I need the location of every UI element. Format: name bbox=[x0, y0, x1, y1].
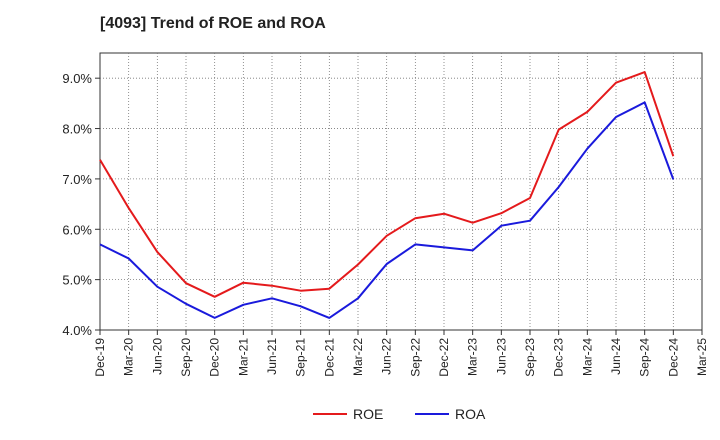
x-tick-label: Mar-20 bbox=[122, 338, 136, 376]
x-tick-label: Sep-23 bbox=[523, 338, 537, 377]
y-axis-ticks: 4.0% 5.0% 6.0% 7.0% 8.0% 9.0% bbox=[62, 71, 100, 338]
x-tick-label: Mar-25 bbox=[695, 338, 709, 376]
series-line-roe bbox=[99, 71, 675, 298]
x-tick-label: Jun-24 bbox=[609, 338, 623, 375]
x-tick-label: Dec-23 bbox=[552, 338, 566, 377]
x-axis-ticks: Dec-19 Mar-20 Jun-20 Sep-20 Dec-20 Mar-21 Jun-… bbox=[93, 330, 709, 377]
y-tick-label: 4.0% bbox=[62, 323, 92, 338]
plot-border bbox=[99, 52, 703, 331]
x-tick-label: Jun-23 bbox=[494, 338, 508, 375]
chart-title: [4093] Trend of ROE and ROA bbox=[100, 15, 326, 32]
plot-background bbox=[100, 53, 702, 330]
y-tick-label: 7.0% bbox=[62, 172, 92, 187]
y-tick-label: 5.0% bbox=[62, 273, 92, 288]
x-tick-label: Jun-22 bbox=[380, 338, 394, 375]
legend-label-roe: ROE bbox=[353, 406, 383, 422]
x-tick-label: Mar-21 bbox=[236, 338, 250, 376]
x-tick-label: Sep-24 bbox=[638, 338, 652, 377]
x-tick-label: Mar-22 bbox=[351, 338, 365, 376]
x-tick-label: Mar-23 bbox=[466, 338, 480, 376]
legend: ROE ROA bbox=[313, 406, 486, 422]
x-tick-label: Sep-20 bbox=[179, 338, 193, 377]
y-tick-label: 9.0% bbox=[62, 71, 92, 86]
x-tick-label: Dec-20 bbox=[208, 338, 222, 377]
legend-label-roa: ROA bbox=[455, 406, 486, 422]
x-tick-label: Sep-21 bbox=[294, 338, 308, 377]
grid-group bbox=[100, 53, 702, 330]
x-tick-label: Dec-24 bbox=[666, 338, 680, 377]
x-tick-label: Mar-24 bbox=[580, 338, 594, 376]
x-tick-label: Jun-20 bbox=[150, 338, 164, 375]
x-tick-label: Jun-21 bbox=[265, 338, 279, 375]
x-tick-label: Sep-22 bbox=[408, 338, 422, 377]
y-tick-label: 8.0% bbox=[62, 122, 92, 137]
x-tick-label: Dec-22 bbox=[437, 338, 451, 377]
y-tick-label: 6.0% bbox=[62, 222, 92, 237]
series-line-roa bbox=[99, 101, 675, 319]
x-tick-label: Dec-19 bbox=[93, 338, 107, 377]
series-group bbox=[99, 71, 675, 319]
x-tick-label: Dec-21 bbox=[322, 338, 336, 377]
plot-frame-group bbox=[99, 52, 703, 331]
